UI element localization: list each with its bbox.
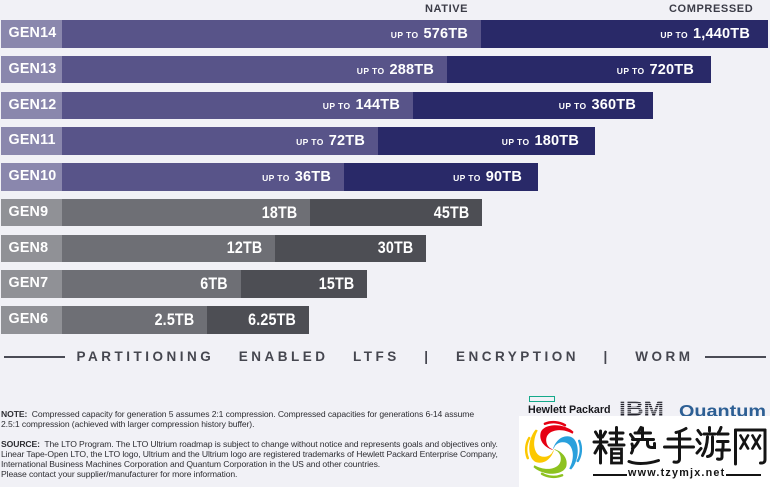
svg-text:IBM: IBM xyxy=(619,400,664,417)
svg-text:Quantum: Quantum xyxy=(679,403,766,420)
